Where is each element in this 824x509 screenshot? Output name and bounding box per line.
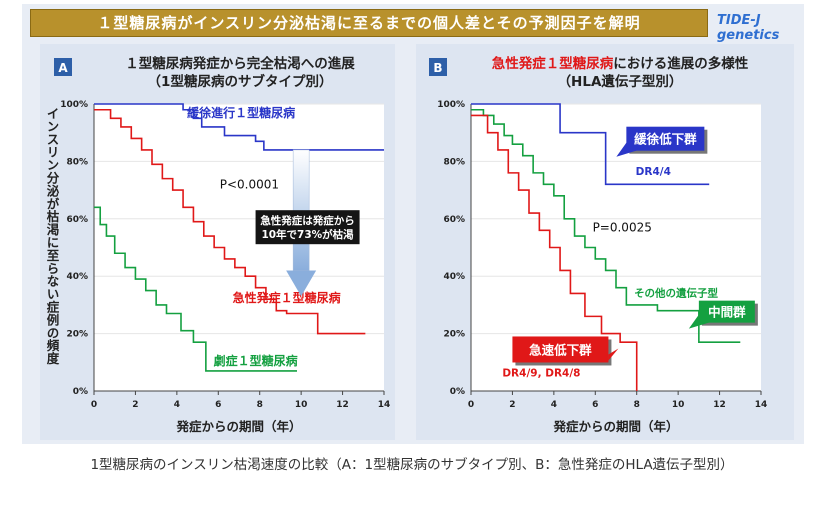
panel-b-mid-sublabel: その他の遺伝子型 (634, 286, 718, 299)
panel-a-annotation-line-2: 10年で73%が枯渇 (261, 228, 353, 241)
brand-label: TIDE-J genetics (717, 13, 780, 43)
panel-b-slow-callout-box (626, 126, 705, 151)
panel-a-x-tick-label: 14 (378, 400, 391, 410)
panel-b-slow-callout-label: 緩徐低下群 (634, 132, 697, 147)
panel-a-series-line (94, 108, 366, 335)
panel-a-annotation-box (255, 210, 360, 245)
panel-b-letter-box (429, 58, 447, 76)
panel-b-x-tick-label: 0 (468, 400, 474, 410)
panel-a-x-tick-label: 2 (132, 400, 138, 410)
panel-b-series-line (471, 114, 638, 391)
panel-b-mid-callout-tail (688, 314, 709, 329)
panel-a-series-line (94, 103, 384, 151)
panel-a-y-tick-label: 20% (66, 330, 88, 340)
panel-a-series-line (94, 206, 297, 372)
panel-a-letter-box (54, 58, 72, 76)
panel-a-title: １型糖尿病発症から完全枯渇への進展 (125, 55, 355, 72)
panel-b-mid-callout-label: 中間群 (708, 305, 746, 320)
panel-b-letter: B (433, 61, 442, 75)
panel-a-subtitle: （1型糖尿病のサブタイプ別） (148, 73, 333, 90)
panel-b-x-tick-label: 4 (551, 400, 557, 410)
panel-a-x-tick-label: 12 (336, 400, 349, 410)
panel-b-x-tick-label: 2 (509, 400, 515, 410)
figure-title: １型糖尿病がインスリン分泌枯渇に至るまでの個人差とその予測因子を解明 (30, 9, 708, 37)
panel-b-x-tick-label: 12 (713, 400, 726, 410)
panel-b-y-tick-label: 60% (443, 215, 465, 225)
panel-a-x-tick-label: 0 (91, 400, 97, 410)
panel-b-rapid-callout-label: 急速低下群 (529, 342, 592, 357)
panel-a-y-tick-label: 40% (66, 272, 88, 282)
panel-b-pvalue: P=0.0025 (593, 220, 652, 234)
panel-a-annotation-line-1: 急性発症は発症から (260, 214, 355, 227)
panel-b-x-tick-label: 6 (592, 400, 598, 410)
panel-a-label-acute: 急性発症１型糖尿病 (233, 290, 341, 305)
panel-a-y-axis-label: インスリン分泌が枯渇に至らない症例の頻度 (45, 107, 60, 365)
panel-a-x-tick-label: 4 (174, 400, 180, 410)
panel-b-x-tick-label: 8 (634, 400, 640, 410)
panel-a-arrow-head (286, 270, 317, 297)
panel-a-x-tick-label: 8 (257, 400, 263, 410)
panel-b-rapid-callout-tail (608, 348, 619, 361)
panel-b-mid-callout-box (698, 300, 755, 323)
panel-a-x-tick-label: 10 (295, 400, 308, 410)
panel-a-y-tick-label: 0% (73, 387, 88, 397)
panel-b-x-axis-label: 発症からの期間（年） (552, 419, 678, 434)
figure-caption: 1型糖尿病のインスリン枯渇速度の比較（A：1型糖尿病のサブタイプ別、B：急性発症… (90, 457, 734, 473)
panel-a-letter: A (58, 61, 68, 75)
panel-b-y-tick-label: 80% (443, 157, 465, 167)
panel-b-slow-sublabel: DR4/4 (636, 166, 671, 178)
panel-b-x-tick-label: 14 (755, 400, 768, 410)
panel-b-rapid-sublabel: DR4/9, DR4/8 (502, 368, 580, 380)
panel-b-subtitle: （HLA遺伝子型別） (558, 73, 683, 90)
panel-b-y-tick-label: 20% (443, 330, 465, 340)
panel-b-x-tick-label: 10 (672, 400, 685, 410)
panel-b-series-line (471, 108, 741, 344)
panel-b-y-tick-label: 0% (450, 387, 465, 397)
panel-b-slow-callout-tail (616, 142, 637, 157)
panel-b-y-tick-label: 100% (437, 100, 465, 110)
panel-a-y-tick-label: 100% (60, 100, 88, 110)
panel-a-pvalue: P<0.0001 (220, 177, 279, 191)
panel-a-y-tick-label: 60% (66, 215, 88, 225)
panel-a-label-slow: 緩徐進行１型糖尿病 (187, 105, 295, 120)
panel-a-label-fulminant: 劇症１型糖尿病 (214, 353, 298, 368)
panel-a-plot-area (94, 104, 384, 391)
panel-b-rapid-callout-box (512, 336, 609, 363)
panel-b-title: 急性発症１型糖尿病における進展の多様性 (492, 55, 749, 72)
panel-b-y-tick-label: 40% (443, 272, 465, 282)
panel-a-y-tick-label: 80% (66, 157, 88, 167)
panel-a-x-axis-label: 発症からの期間（年） (175, 419, 301, 434)
panel-a-x-tick-label: 6 (215, 400, 221, 410)
panel-b-series-line (471, 103, 710, 186)
figure-background: １型糖尿病がインスリン分泌枯渇に至るまでの個人差とその予測因子を解明 TIDE-… (22, 4, 804, 444)
chart-panels: A １型糖尿病発症から完全枯渇への進展（1型糖尿病のサブタイプ別）0%20%40%… (40, 44, 794, 440)
